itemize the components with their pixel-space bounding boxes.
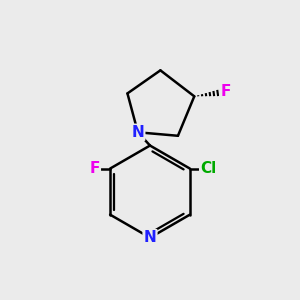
Text: Cl: Cl bbox=[200, 161, 217, 176]
Text: F: F bbox=[89, 161, 100, 176]
Text: N: N bbox=[144, 230, 156, 245]
Text: N: N bbox=[131, 125, 144, 140]
Text: F: F bbox=[220, 84, 231, 99]
